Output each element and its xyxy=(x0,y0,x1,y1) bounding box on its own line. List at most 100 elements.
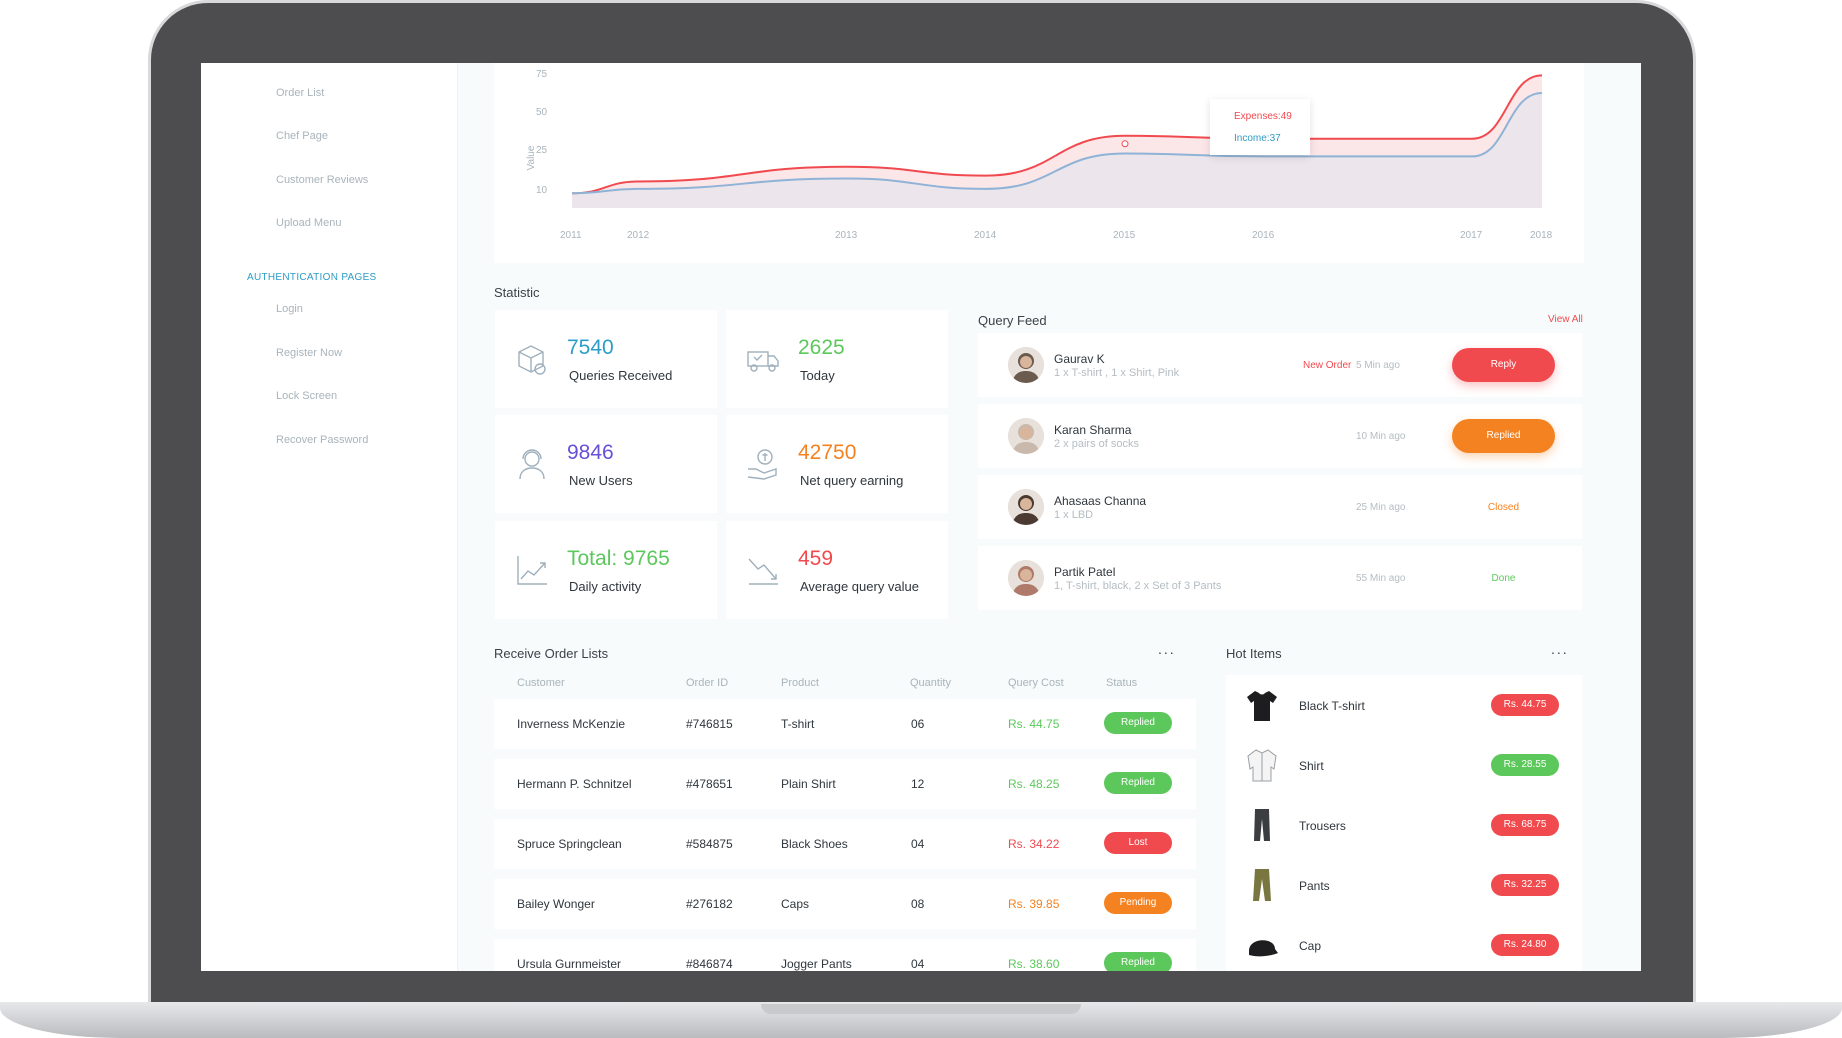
orders-column-header[interactable]: Product xyxy=(781,677,819,689)
stat-card: 459 Average query value xyxy=(726,521,948,619)
sidebar-item-login[interactable]: Login xyxy=(276,303,303,315)
order-status-badge: Lost xyxy=(1104,832,1172,854)
order-cost: Rs. 38.60 xyxy=(1008,957,1060,971)
tshirt-icon xyxy=(1244,687,1280,723)
order-status-badge: Pending xyxy=(1104,892,1172,914)
hot-item-price: Rs. 32.25 xyxy=(1491,874,1559,896)
query-description: 1, T-shirt, black, 2 x Set of 3 Pants xyxy=(1054,580,1222,592)
table-row[interactable]: Spruce Springclean #584875 Black Shoes 04 Rs… xyxy=(494,819,1196,869)
sidebar-item-register[interactable]: Register Now xyxy=(276,347,343,359)
orders-column-header[interactable]: Quantity xyxy=(910,677,951,689)
order-qty: 08 xyxy=(911,897,925,911)
avatar xyxy=(1008,560,1044,596)
order-id: #478651 xyxy=(686,777,733,791)
sidebar-item-recover-password[interactable]: Recover Password xyxy=(276,434,369,446)
cap-icon xyxy=(1244,927,1280,963)
query-description: 2 x pairs of socks xyxy=(1054,438,1139,450)
orders-more-button[interactable]: ... xyxy=(1158,641,1176,657)
sidebar-item-order-list[interactable]: Order List xyxy=(276,87,325,99)
order-customer: Hermann P. Schnitzel xyxy=(517,777,632,791)
orders-column-header[interactable]: Order ID xyxy=(686,677,729,689)
orders-column-header[interactable]: Status xyxy=(1106,677,1138,689)
query-feed-item[interactable]: Karan Sharma 2 x pairs of socks 10 Min ago… xyxy=(978,404,1582,468)
hot-items-title: Hot Items xyxy=(1226,646,1282,661)
order-status-badge: Replied xyxy=(1104,712,1172,734)
y-tick-label: 75 xyxy=(536,69,548,80)
order-product: Caps xyxy=(781,897,810,911)
order-id: #846874 xyxy=(686,957,733,971)
stat-value: 42750 xyxy=(798,441,857,464)
x-tick-label: 2016 xyxy=(1252,230,1275,241)
query-time: 25 Min ago xyxy=(1356,502,1406,513)
table-row[interactable]: Hermann P. Schnitzel #478651 Plain Shirt 12… xyxy=(494,759,1196,809)
tooltip-income: Income:37 xyxy=(1234,133,1281,144)
view-all-link[interactable]: View All xyxy=(1548,314,1583,325)
query-feed-item[interactable]: Ahasaas Channa 1 x LBD 25 Min ago Closed xyxy=(978,475,1582,539)
chart-tooltip: Expenses:49 Income:37 xyxy=(1210,99,1310,155)
hot-item-price: Rs. 24.80 xyxy=(1491,934,1559,956)
order-id: #276182 xyxy=(686,897,733,911)
query-feed-item[interactable]: Partik Patel 1, T-shirt, black, 2 x Set o… xyxy=(978,546,1582,610)
x-tick-label: 2012 xyxy=(627,230,650,241)
order-cost: Rs. 39.85 xyxy=(1008,897,1060,911)
hot-item[interactable]: Trousers Rs. 68.75 xyxy=(1226,795,1582,855)
hot-item-name: Pants xyxy=(1299,879,1330,893)
order-qty: 12 xyxy=(911,777,925,791)
query-description: 1 x LBD xyxy=(1054,509,1094,521)
sidebar-item-chef-page[interactable]: Chef Page xyxy=(276,130,328,142)
order-customer: Ursula Gurnmeister xyxy=(517,957,622,971)
hot-item[interactable]: Black T-shirt Rs. 44.75 xyxy=(1226,675,1582,735)
series-line-expenses xyxy=(571,74,1543,195)
order-product: Black Shoes xyxy=(781,837,848,851)
stat-card: 7540 Queries Received xyxy=(495,310,717,408)
query-time: 10 Min ago xyxy=(1356,431,1406,442)
sidebar: Order List Chef Page Customer Reviews Up… xyxy=(201,63,458,971)
hot-item[interactable]: Shirt Rs. 28.55 xyxy=(1226,735,1582,795)
stat-value: 7540 xyxy=(567,336,614,359)
dashboard-screen: Order List Chef Page Customer Reviews Up… xyxy=(201,57,1641,971)
y-tick-label: 25 xyxy=(536,145,548,156)
order-cost: Rs. 48.25 xyxy=(1008,777,1060,791)
highlight-point[interactable] xyxy=(1121,140,1129,148)
stat-card: Total: 9765 Daily activity xyxy=(495,521,717,619)
orders-column-header[interactable]: Customer xyxy=(517,677,565,689)
x-tick-label: 2017 xyxy=(1460,230,1483,241)
hot-item-name: Shirt xyxy=(1299,759,1324,773)
stat-label: New Users xyxy=(569,473,633,488)
avatar xyxy=(1008,418,1044,454)
new-order-tag: New Order xyxy=(1303,360,1352,371)
sidebar-item-lock-screen[interactable]: Lock Screen xyxy=(276,390,338,402)
stat-label: Net query earning xyxy=(800,473,904,488)
y-tick-label: 10 xyxy=(536,185,548,196)
trousers-icon xyxy=(1244,807,1280,843)
order-cost: Rs. 34.22 xyxy=(1008,837,1060,851)
sidebar-item-upload-menu[interactable]: Upload Menu xyxy=(276,217,342,229)
stat-card: 9846 New Users xyxy=(495,415,717,513)
hot-items-more-button[interactable]: ... xyxy=(1551,641,1569,657)
table-row[interactable]: Ursula Gurnmeister #846874 Jogger Pants 04 R… xyxy=(494,939,1196,971)
stat-label: Average query value xyxy=(800,579,920,594)
y-axis-label: Value xyxy=(526,145,537,170)
hot-item[interactable]: Pants Rs. 32.25 xyxy=(1226,855,1582,915)
reply-button[interactable]: Reply xyxy=(1452,348,1555,382)
sidebar-item-customer-reviews[interactable]: Customer Reviews xyxy=(276,174,369,186)
tooltip-expenses: Expenses:49 xyxy=(1234,111,1292,122)
hot-item[interactable]: Cap Rs. 24.80 xyxy=(1226,915,1582,971)
order-id: #584875 xyxy=(686,837,733,851)
table-row[interactable]: Inverness McKenzie #746815 T-shirt 06 Rs. 44… xyxy=(494,699,1196,749)
stat-card: 42750 Net query earning xyxy=(726,415,948,513)
orders-column-header[interactable]: Query Cost xyxy=(1008,677,1064,689)
table-row[interactable]: Bailey Wonger #276182 Caps 08 Rs. 39.85 Pendi… xyxy=(494,879,1196,929)
trend-up-icon xyxy=(515,553,549,587)
avatar xyxy=(1008,489,1044,525)
query-description: 1 x T-shirt , 1 x Shirt, Pink xyxy=(1054,367,1180,379)
order-product: Jogger Pants xyxy=(781,957,852,971)
screen-bezel-top xyxy=(201,57,1641,63)
order-cost: Rs. 44.75 xyxy=(1008,717,1060,731)
box-icon xyxy=(515,342,549,376)
hot-item-price: Rs. 68.75 xyxy=(1491,814,1559,836)
replied-button[interactable]: Replied xyxy=(1452,419,1555,453)
hot-item-name: Trousers xyxy=(1299,819,1346,833)
query-time: 55 Min ago xyxy=(1356,573,1406,584)
